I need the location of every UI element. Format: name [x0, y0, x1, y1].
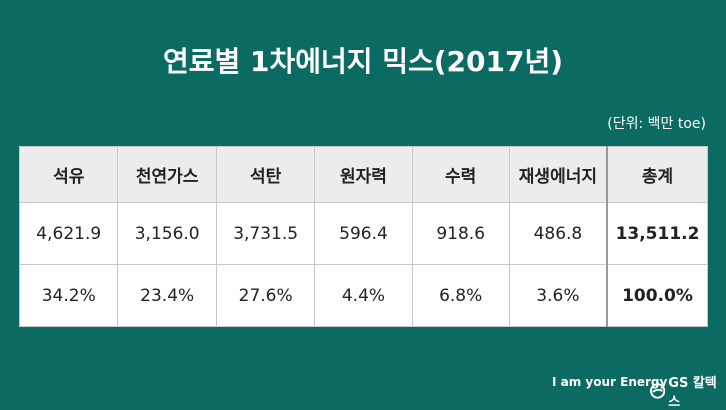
header-cell: 석탄 [215, 146, 316, 203]
header-cell: 석유 [18, 146, 119, 203]
table-cell-total: 13,511.2 [606, 202, 709, 265]
header-row: 석유 천연가스 석탄 원자력 수력 재생에너지 총계 [18, 146, 709, 203]
table-row: 34.2% 23.4% 27.6% 4.4% 6.8% 3.6% 100.0% [18, 264, 709, 327]
table-cell: 23.4% [117, 264, 217, 327]
gs-logo-icon [650, 383, 666, 399]
header-cell: 수력 [411, 146, 510, 203]
table-cell: 3.6% [508, 264, 608, 327]
energy-mix-table: 석유 천연가스 석탄 원자력 수력 재생에너지 총계 4,621.9 3,156… [18, 146, 709, 327]
table-cell: 27.6% [215, 264, 316, 327]
page-title: 연료별 1차에너지 믹스(2017년) [162, 45, 564, 78]
table-cell: 6.8% [411, 264, 510, 327]
header-cell: 원자력 [314, 146, 413, 203]
table-cell: 4.4% [314, 264, 413, 327]
table-cell: 596.4 [314, 202, 413, 265]
gs-caltex-logo: GS 칼텍스 [650, 372, 726, 410]
table-cell: 34.2% [18, 264, 119, 327]
table-cell-total: 100.0% [606, 264, 709, 327]
unit-label: (단위: 백만 toe) [607, 116, 706, 132]
table-cell: 486.8 [508, 202, 608, 265]
header-cell-total: 총계 [606, 146, 709, 203]
table-cell: 3,156.0 [117, 202, 217, 265]
table-cell: 3,731.5 [215, 202, 316, 265]
logo-text: GS 칼텍스 [668, 376, 717, 410]
slogan: I am your Energy [552, 375, 668, 389]
table-cell: 918.6 [411, 202, 510, 265]
header-cell: 재생에너지 [508, 146, 608, 203]
table-cell: 4,621.9 [18, 202, 119, 265]
table-row: 4,621.9 3,156.0 3,731.5 596.4 918.6 486.… [18, 202, 709, 265]
header-cell: 천연가스 [117, 146, 217, 203]
